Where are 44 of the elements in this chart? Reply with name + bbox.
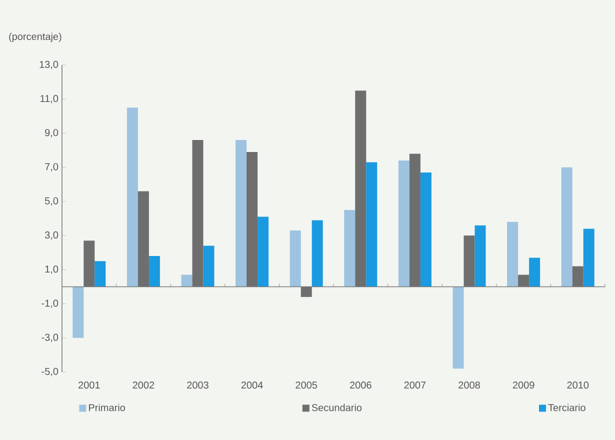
y-tick-label: 5,0: [44, 197, 58, 206]
y-axis-title: (porcentaje): [9, 32, 62, 42]
x-tick-label: 2005: [296, 382, 318, 389]
bar: [181, 274, 192, 287]
y-tick-label: 1,0: [45, 266, 58, 274]
y-tick-label: 3,0: [44, 231, 58, 240]
y-tick-label: 11,0: [40, 94, 58, 104]
x-tick-label: 2004: [241, 382, 263, 389]
y-tick-label: 9,0: [45, 129, 58, 138]
x-tick-label: 2001: [78, 382, 100, 389]
bar: [583, 228, 594, 287]
bar: [529, 258, 540, 287]
bar: [344, 210, 356, 287]
bar: [126, 108, 138, 287]
bar: [94, 261, 106, 287]
bar: [398, 160, 410, 287]
x-tick-label: 2009: [512, 382, 534, 389]
bar: [258, 216, 269, 287]
legend-label: Terciario: [548, 404, 586, 412]
y-tick-label: -3,0: [42, 334, 58, 342]
y-tick-label: -5,0: [42, 368, 58, 376]
bar: [420, 172, 432, 287]
bar: [236, 140, 247, 287]
x-tick-label: 2008: [458, 382, 480, 389]
legend-label: Secundario: [312, 404, 362, 412]
x-tick-label: 2003: [187, 382, 208, 389]
legend-label: Primario: [89, 404, 126, 412]
bar: [290, 230, 301, 287]
bar: [452, 286, 464, 369]
bar: [507, 222, 518, 287]
bar: [72, 286, 84, 338]
bar: [148, 256, 160, 287]
x-tick-label: 2006: [350, 382, 372, 389]
bar: [312, 220, 323, 287]
y-tick-label: -1,0: [42, 300, 58, 308]
bar: [203, 246, 214, 287]
x-tick-label: 2010: [567, 382, 589, 389]
bar: [561, 167, 572, 287]
y-tick-label: 13,0: [40, 60, 58, 70]
bar: [366, 162, 378, 287]
y-tick-label: 7,0: [45, 163, 58, 172]
x-tick-label: 2002: [132, 382, 154, 389]
bar: [474, 225, 486, 287]
x-tick-label: 2007: [404, 382, 426, 389]
